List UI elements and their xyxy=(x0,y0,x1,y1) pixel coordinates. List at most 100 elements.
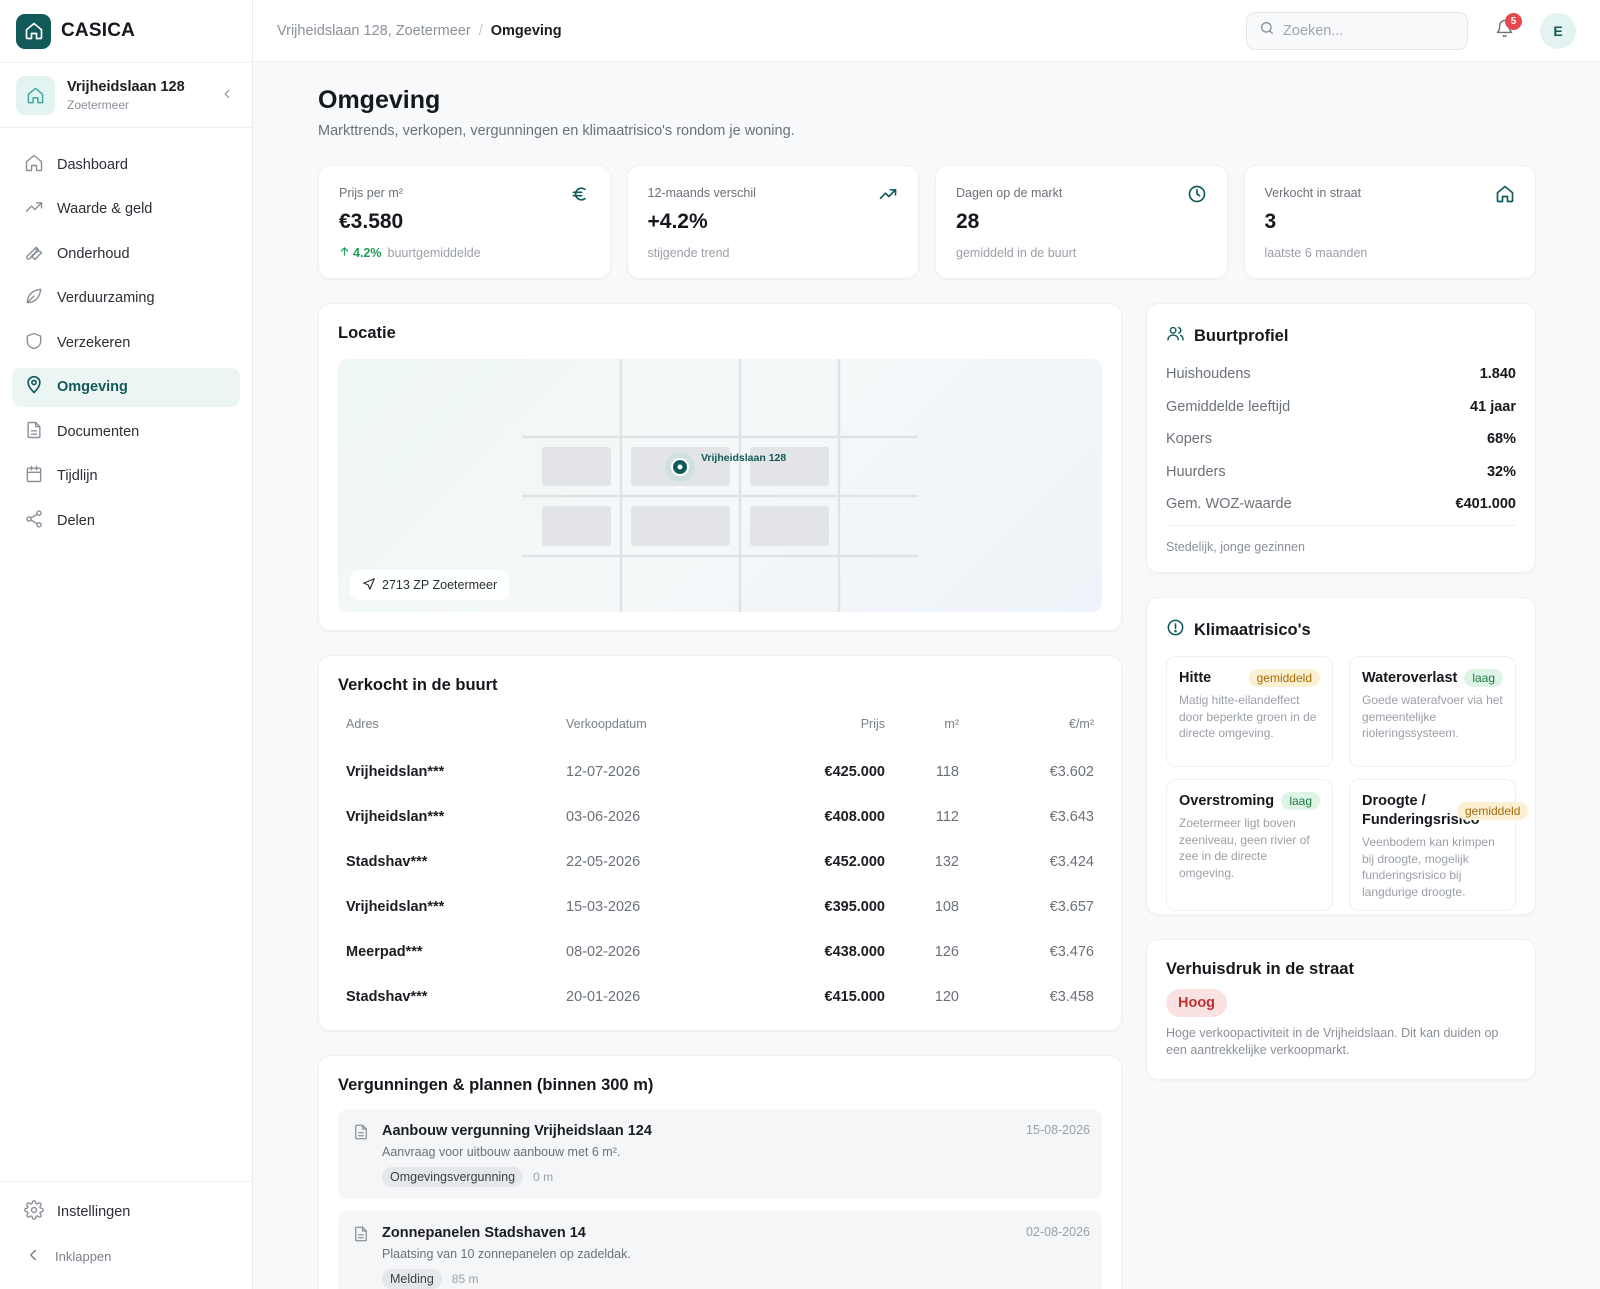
kpi-card-sold-in-street: Verkocht in straat 3 laatste 6 maanden xyxy=(1243,165,1536,279)
risk-name: Overstroming xyxy=(1179,793,1275,809)
table-row[interactable]: Meerpad*** 08-02-2026 €438.000 126 €3.47… xyxy=(338,929,1102,974)
collapse-sidebar-button[interactable]: Inklappen xyxy=(12,1236,240,1276)
profile-value: €401.000 xyxy=(1455,496,1516,513)
nav-item-dashboard[interactable]: Dashboard xyxy=(12,145,240,184)
search-box[interactable] xyxy=(1246,11,1468,50)
risk-level-badge: laag xyxy=(1281,792,1320,810)
postcode-label: 2713 ZP Zoetermeer xyxy=(382,578,498,592)
profile-row: Kopers 68% xyxy=(1166,423,1516,456)
profile-key: Kopers xyxy=(1166,431,1212,448)
document-icon xyxy=(352,1123,370,1146)
nav-label: Waarde & geld xyxy=(57,201,153,217)
cell-price: €408.000 xyxy=(824,808,885,825)
page-subtitle: Markttrends, verkopen, vergunningen en k… xyxy=(318,123,795,139)
table-row[interactable]: Stadshav*** 20-01-2026 €415.000 120 €3.4… xyxy=(338,974,1102,1019)
permit-item[interactable]: Aanbouw vergunning Vrijheidslaan 124 Aan… xyxy=(338,1109,1102,1199)
kpi-row: Prijs per m² €3.580 4.2% buurtgemiddelde… xyxy=(318,165,1536,279)
trending-up-icon xyxy=(24,197,44,221)
nav-item-verzekeren[interactable]: Verzekeren xyxy=(12,323,240,362)
cell-address: Vrijheidslan*** xyxy=(346,898,445,915)
pressure-level-badge: Hoog xyxy=(1166,989,1228,1017)
cell-price: €395.000 xyxy=(824,898,885,915)
kpi-card-days-on-market: Dagen op de markt 28 gemiddeld in de buu… xyxy=(935,165,1228,279)
card-title: Klimaatrisico's xyxy=(1194,620,1311,639)
cell-m2: 132 xyxy=(934,853,959,870)
nav-label: Dashboard xyxy=(57,156,128,173)
nav-item-tijdlijn[interactable]: Tijdlijn xyxy=(12,457,240,496)
kpi-label: Prijs per m² xyxy=(339,186,403,200)
cell-m2: 118 xyxy=(935,763,959,780)
chevron-left-icon[interactable] xyxy=(220,87,234,106)
cell-m2: 120 xyxy=(934,988,959,1005)
card-title: Buurtprofiel xyxy=(1194,326,1289,345)
risk-card-waterlogging[interactable]: Wateroverlast laag Goede waterafvoer via… xyxy=(1349,656,1516,767)
sidebar-footer: Instellingen Inklappen xyxy=(0,1181,252,1276)
nav-item-omgeving[interactable]: Omgeving xyxy=(12,367,240,407)
risk-description: Veenbodem kan krimpen bij droogte, mogel… xyxy=(1362,835,1495,899)
profile-value: 32% xyxy=(1486,463,1516,480)
gear-icon xyxy=(24,1200,44,1224)
profile-row: Huishoudens 1.840 xyxy=(1166,358,1516,391)
leaf-icon xyxy=(24,286,44,310)
cell-date: 15-03-2026 xyxy=(566,898,641,915)
nav-item-documenten[interactable]: Documenten xyxy=(12,412,240,451)
trending-up-icon xyxy=(878,184,898,209)
risk-card-drought[interactable]: Droogte / Funderingsrisico gemiddeld Vee… xyxy=(1349,779,1529,911)
document-icon xyxy=(24,420,44,444)
avatar[interactable]: E xyxy=(1540,12,1576,49)
nav-item-instellingen[interactable]: Instellingen xyxy=(12,1192,240,1232)
nav-item-waarde[interactable]: Waarde & geld xyxy=(12,190,240,229)
profile-key: Huishoudens xyxy=(1166,366,1251,383)
risk-level-badge: gemiddeld xyxy=(1457,802,1529,820)
risk-card-heat[interactable]: Hitte gemiddeld Matig hitte-eilandeffect… xyxy=(1166,656,1333,767)
col-header-date: Verkoopdatum xyxy=(566,717,647,731)
page-title: Omgeving xyxy=(318,86,441,114)
calendar-icon xyxy=(24,464,44,488)
cell-price: €452.000 xyxy=(824,853,885,870)
col-header-m2: m² xyxy=(944,717,959,731)
table-row[interactable]: Vrijheidslan*** 03-06-2026 €408.000 112 … xyxy=(338,794,1102,839)
document-icon xyxy=(352,1225,370,1248)
location-map[interactable]: Vrijheidslaan 128 2713 ZP Zoetermeer xyxy=(338,359,1102,612)
profile-key: Huurders xyxy=(1166,463,1226,480)
arrow-up-icon xyxy=(339,246,350,260)
risk-card-flooding[interactable]: Overstroming laag Zoetermeer ligt boven … xyxy=(1166,779,1333,911)
card-title: Verhuisdruk in de straat xyxy=(1166,960,1354,978)
breadcrumb-property[interactable]: Vrijheidslaan 128, Zoetermeer xyxy=(277,22,471,39)
kpi-sub: stijgende trend xyxy=(647,246,730,260)
permit-description: Aanvraag voor uitbouw aanbouw met 6 m². xyxy=(382,1145,621,1159)
profile-row: Gemiddelde leeftijd 41 jaar xyxy=(1166,391,1516,424)
share-icon xyxy=(24,509,44,533)
kpi-sub: gemiddeld in de buurt xyxy=(956,246,1077,260)
card-title: Locatie xyxy=(338,324,396,342)
permit-item[interactable]: Zonnepanelen Stadshaven 14 Plaatsing van… xyxy=(338,1211,1102,1289)
nav-item-delen[interactable]: Delen xyxy=(12,501,240,540)
breadcrumb-current: Omgeving xyxy=(490,22,562,39)
search-input[interactable] xyxy=(1283,22,1453,39)
property-switcher[interactable]: Vrijheidslaan 128 Zoetermeer xyxy=(0,62,252,128)
kpi-value: 3 xyxy=(1264,210,1277,233)
cell-price-per-m2: €3.476 xyxy=(1049,943,1094,960)
brand[interactable]: CASICA xyxy=(0,0,252,62)
risk-description: Matig hitte-eilandeffect door beperkte g… xyxy=(1179,693,1317,740)
home-icon xyxy=(24,153,44,177)
property-name: Vrijheidslaan 128 xyxy=(67,78,185,95)
sales-table: Adres Verkoopdatum Prijs m² €/m² Vrijhei… xyxy=(338,717,1102,1019)
cell-address: Stadshav*** xyxy=(346,853,428,870)
permit-distance: 0 m xyxy=(533,1170,554,1184)
kpi-label: Dagen op de markt xyxy=(956,186,1063,200)
kpi-card-12-month: 12-maands verschil +4.2% stijgende trend xyxy=(626,165,919,279)
climate-risks-card: Klimaatrisico's Hitte gemiddeld Matig hi… xyxy=(1146,597,1536,915)
nav-item-verduurzaming[interactable]: Verduurzaming xyxy=(12,279,240,318)
table-row[interactable]: Vrijheidslan*** 12-07-2026 €425.000 118 … xyxy=(338,749,1102,794)
notifications-button[interactable]: 5 xyxy=(1492,12,1522,43)
users-icon xyxy=(1166,324,1185,348)
sidebar: CASICA Vrijheidslaan 128 Zoetermeer Dash… xyxy=(0,0,253,1289)
brand-name: CASICA xyxy=(61,20,136,41)
kpi-sub: buurtgemiddelde xyxy=(387,246,481,260)
table-row[interactable]: Stadshav*** 22-05-2026 €452.000 132 €3.4… xyxy=(338,839,1102,884)
table-row[interactable]: Vrijheidslan*** 15-03-2026 €395.000 108 … xyxy=(338,884,1102,929)
profile-stats: Huishoudens 1.840 Gemiddelde leeftijd 41 j… xyxy=(1166,358,1516,526)
nav-item-onderhoud[interactable]: Onderhoud xyxy=(12,234,240,273)
map-pin-icon xyxy=(24,375,44,399)
